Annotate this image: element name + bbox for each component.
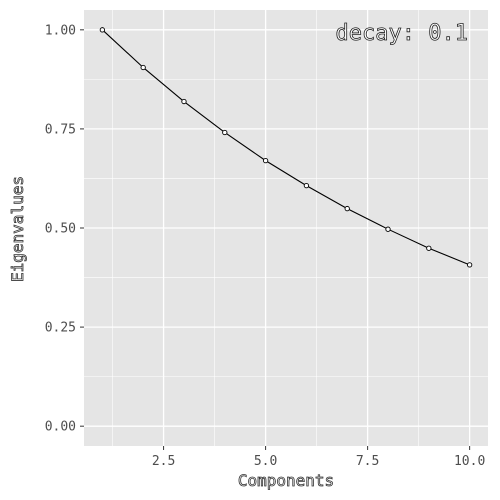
data-point xyxy=(262,157,269,164)
x-axis-title: Components xyxy=(238,471,334,490)
x-axis-ticks: 2.5 5.0 7.5 10.0 xyxy=(152,446,485,469)
x-tick-label: 7.5 xyxy=(356,454,379,469)
data-point xyxy=(426,245,432,251)
data-point xyxy=(303,182,310,189)
grid-major xyxy=(84,10,488,446)
x-tick-label: 2.5 xyxy=(152,454,175,469)
y-tick-label: 0.50 xyxy=(45,222,76,237)
y-axis-ticks: 0.00 0.25 0.50 0.75 1.00 xyxy=(45,23,84,435)
y-tick-label: 0.25 xyxy=(45,321,76,336)
data-point xyxy=(99,27,106,33)
y-axis-title: Eigenvalues xyxy=(8,176,27,282)
data-point xyxy=(466,262,473,268)
y-tick-label: 0.00 xyxy=(45,420,76,435)
y-tick-label: 0.75 xyxy=(45,122,76,137)
series-points xyxy=(99,27,473,268)
data-point xyxy=(140,64,146,71)
x-tick-label: 10.0 xyxy=(454,454,485,469)
y-tick-label: 1.00 xyxy=(45,23,76,38)
series-line xyxy=(101,29,470,266)
data-point xyxy=(344,205,350,212)
data-point xyxy=(385,226,391,232)
x-tick-label: 5.0 xyxy=(254,454,277,469)
data-point xyxy=(181,98,187,105)
data-point xyxy=(222,129,228,136)
decay-annotation: decay: 0.1 xyxy=(336,21,468,46)
